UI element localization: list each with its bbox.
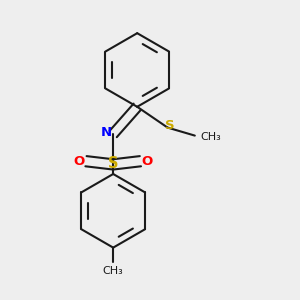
Text: S: S — [165, 118, 174, 131]
Text: N: N — [100, 126, 112, 139]
Text: O: O — [142, 155, 153, 168]
Text: S: S — [108, 156, 119, 171]
Text: O: O — [73, 155, 85, 168]
Text: CH₃: CH₃ — [201, 132, 221, 142]
Text: CH₃: CH₃ — [103, 266, 124, 276]
